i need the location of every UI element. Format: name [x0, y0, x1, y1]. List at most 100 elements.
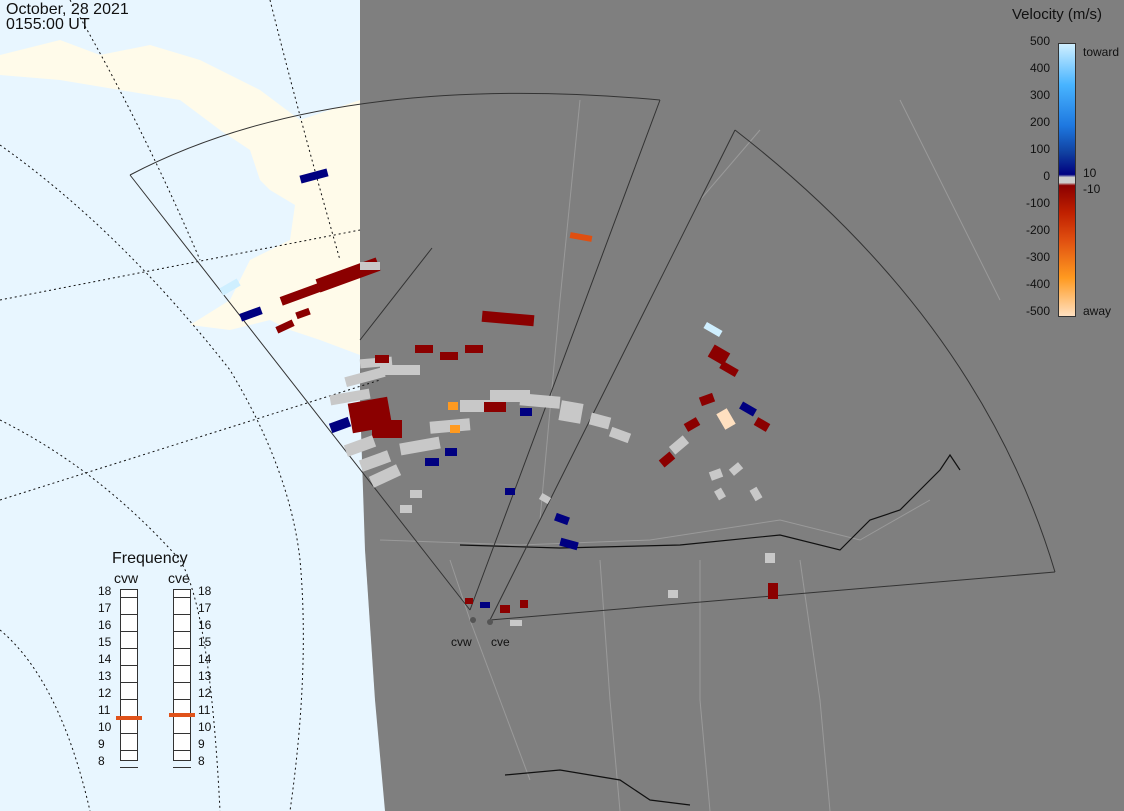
colorbar-tick: 500	[1029, 34, 1050, 48]
velocity-cell	[588, 412, 612, 430]
velocity-cell	[668, 435, 690, 455]
velocity-cell	[460, 400, 490, 412]
frequency-level-label-cve: 15	[198, 635, 212, 649]
velocity-cell	[295, 307, 311, 320]
velocity-cell	[728, 462, 744, 476]
time-label: 0155:00 UT	[6, 16, 90, 33]
frequency-level-label-cvw: 12	[98, 686, 112, 700]
frequency-title: Frequency	[112, 550, 188, 567]
radar-site-cve	[487, 619, 493, 625]
velocity-cell	[410, 490, 422, 498]
frequency-gridline	[173, 631, 191, 632]
frequency-radar-cvw: cvw	[114, 570, 139, 586]
velocity-cell	[768, 583, 778, 599]
velocity-cell	[519, 393, 561, 409]
frequency-gridline	[120, 597, 138, 598]
velocity-cell	[520, 408, 532, 416]
velocity-cell	[484, 402, 506, 412]
velocity-cells	[219, 168, 778, 626]
velocity-cell	[554, 512, 570, 526]
velocity-cell	[714, 487, 726, 501]
velocity-cell	[358, 450, 392, 472]
velocity-cell	[239, 306, 263, 322]
velocity-cell	[538, 492, 552, 505]
velocity-cell	[275, 319, 295, 334]
frequency-scale-cve	[173, 589, 191, 761]
velocity-cell	[445, 448, 457, 456]
frequency-gridline	[173, 597, 191, 598]
frequency-gridline	[120, 699, 138, 700]
velocity-cell	[500, 605, 510, 613]
frequency-gridline	[173, 767, 191, 768]
radar-label-cvw: cvw	[451, 635, 472, 649]
colorbar-tick: 100	[1029, 142, 1050, 156]
velocity-cell	[481, 310, 535, 327]
frequency-gridline	[120, 648, 138, 649]
frequency-marker-cvw	[116, 716, 142, 720]
velocity-cell	[368, 464, 402, 488]
frequency-level-label-cvw: 15	[98, 635, 112, 649]
frequency-level-label-cvw: 18	[98, 584, 112, 598]
velocity-cell	[569, 232, 593, 242]
frequency-level-label-cvw: 16	[98, 618, 112, 632]
frequency-gridline	[173, 682, 191, 683]
velocity-cell	[440, 352, 458, 360]
velocity-cell	[658, 451, 676, 468]
frequency-level-label-cve: 13	[198, 669, 212, 683]
velocity-cell	[279, 283, 321, 306]
frequency-gridline	[173, 665, 191, 666]
frequency-marker-cve	[169, 713, 195, 717]
frequency-gridline	[120, 665, 138, 666]
velocity-cell	[490, 390, 530, 402]
radar-label-cve: cve	[491, 635, 510, 649]
colorbar-inner-negative: -10	[1083, 182, 1101, 196]
frequency-gridline	[173, 699, 191, 700]
velocity-cell	[520, 600, 528, 608]
velocity-cell	[425, 458, 439, 466]
velocity-cell	[698, 392, 716, 407]
velocity-cell	[510, 620, 522, 626]
velocity-cell	[400, 505, 412, 513]
velocity-cell	[559, 537, 579, 551]
frequency-gridline	[173, 750, 191, 751]
frequency-level-label-cvw: 10	[98, 720, 112, 734]
velocity-cell	[765, 553, 775, 563]
colorbar	[1058, 43, 1076, 317]
frequency-level-label-cve: 12	[198, 686, 212, 700]
velocity-cell	[739, 401, 757, 417]
velocity-cell	[558, 400, 584, 424]
frequency-level-label-cvw: 14	[98, 652, 112, 666]
velocity-cell	[753, 417, 771, 432]
frequency-level-label-cve: 11	[198, 703, 211, 717]
colorbar-tick: 400	[1029, 61, 1050, 75]
frequency-gridline	[120, 733, 138, 734]
frequency-level-label-cve: 10	[198, 720, 212, 734]
velocity-cell	[372, 420, 402, 438]
velocity-cell	[219, 278, 241, 296]
velocity-cell	[719, 361, 739, 377]
velocity-cell	[329, 388, 371, 406]
frequency-level-label-cve: 14	[198, 652, 212, 666]
frequency-level-label-cvw: 17	[98, 601, 112, 615]
frequency-level-label-cve: 16	[198, 618, 212, 632]
velocity-cell	[749, 486, 763, 502]
velocity-cell	[380, 365, 420, 375]
colorbar-title: Velocity (m/s)	[1012, 6, 1103, 23]
day-landmass	[0, 40, 360, 355]
velocity-cell	[708, 468, 724, 481]
radar-site-cvw	[470, 617, 476, 623]
velocity-cell	[328, 416, 352, 434]
velocity-cell	[465, 598, 473, 604]
frequency-gridline	[120, 750, 138, 751]
frequency-gridline	[173, 648, 191, 649]
frequency-gridline	[120, 614, 138, 615]
velocity-cell	[415, 345, 433, 353]
velocity-cell	[608, 426, 632, 444]
colorbar-tick: 300	[1029, 88, 1050, 102]
frequency-level-label-cvw: 11	[98, 703, 111, 717]
velocity-cell	[465, 345, 483, 353]
mexico-border	[504, 769, 691, 806]
velocity-cell	[450, 425, 460, 433]
frequency-level-label-cve: 9	[198, 737, 205, 751]
